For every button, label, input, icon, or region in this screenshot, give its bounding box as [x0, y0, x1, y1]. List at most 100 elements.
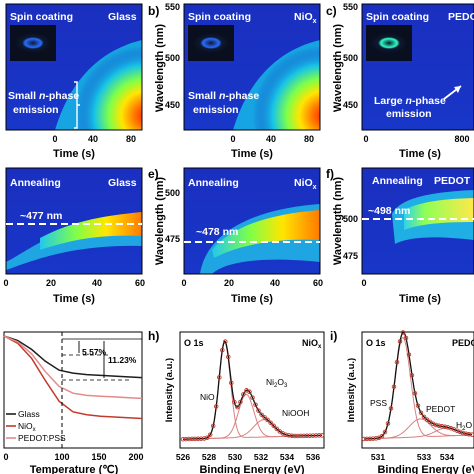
panel-a-xlabel: Time (s) [53, 148, 95, 160]
panel-f-title: Annealing [372, 175, 423, 187]
xps-i-data-point [391, 384, 397, 390]
xps-h-data-point [262, 415, 267, 420]
panel-i-label: i) [330, 329, 337, 343]
tga-line-niox [3, 335, 143, 420]
panel-b-annotation-line1: Small n-phase [188, 90, 259, 102]
xps-i-data-point [418, 410, 424, 415]
heatmap-b-hotspot [218, 30, 320, 130]
xps-h-data-point [301, 433, 307, 439]
xps-h-xtick-536: 536 [306, 452, 320, 462]
xps-h-data-point [256, 408, 261, 413]
xps-h-data-point [198, 436, 204, 441]
panel-g-xlabel: Temperature (℃) [30, 464, 119, 474]
xps-h-data-point [192, 436, 198, 442]
xps-h-data-point [241, 392, 246, 397]
xps-i-pedot-label: PEDOT [426, 404, 455, 414]
xps-i-data-point [370, 436, 376, 441]
xps-i-data-point [406, 352, 412, 357]
xps-i-pss-label: PSS [370, 398, 387, 408]
xps-i-data-point [394, 359, 400, 365]
xps-h-data-point [274, 426, 279, 432]
panel-c-label: c) [326, 4, 337, 18]
xps-i-data-point [424, 417, 430, 422]
xps-i-curves [361, 330, 474, 442]
panel-c-ytick-550: 550 [343, 2, 358, 12]
panel-i: i) O 1s PEDOT PSS PEDOT H2O Intensity (a… [330, 329, 474, 474]
tga-annotation-large: 11.23% [108, 355, 137, 365]
panel-f: f) Annealing PEDOT ~498 nm 500 475 Wavel… [326, 167, 474, 305]
xps-i-data-point [379, 433, 385, 439]
xps-h-xtick-530: 530 [228, 452, 242, 462]
panel-e-xtick-40: 40 [270, 278, 280, 288]
xps-i-xtick-534: 534 [440, 452, 454, 462]
tga-xtick-150: 150 [91, 452, 106, 462]
xps-i-data-point [463, 431, 469, 437]
panel-b-title: Spin coating [188, 11, 251, 23]
xps-i-data-point [388, 406, 394, 411]
panel-d-xtick-40: 40 [92, 278, 102, 288]
heatmap-e-band [212, 210, 320, 258]
xps-h-data-point [295, 433, 301, 439]
legend-pedot-label: PEDOT:PSS [18, 433, 66, 443]
panel-f-xlabel: Time (s) [399, 293, 441, 305]
xps-h-data-point [316, 433, 322, 438]
panel-a-annotation-line2: emission [13, 104, 59, 116]
panel-b-label: b) [148, 4, 159, 18]
panel-d-title: Annealing [10, 177, 61, 189]
panel-f-ylabel: Wavelength (nm) [332, 177, 344, 266]
panel-a-substrate: Glass [108, 11, 137, 23]
panel-h-element: O 1s [184, 338, 204, 348]
panel-e-xlabel: Time (s) [231, 293, 273, 305]
panel-g-frame [3, 331, 143, 449]
panel-b-ylabel: Wavelength (nm) [154, 24, 166, 113]
panel-c-xtick-800: 800 [454, 134, 469, 144]
tga-line-glass [3, 335, 143, 379]
xps-h-data-point [229, 380, 234, 386]
xps-h-xtick-526: 526 [176, 452, 190, 462]
xps-i-data-point [403, 335, 409, 341]
xps-i-data-point [400, 330, 406, 335]
xps-h-data-point [310, 433, 316, 438]
xps-h-nio-label: NiO [200, 392, 215, 402]
panel-c-annotation-line1: Large n-phase [374, 95, 446, 107]
panel-f-substrate: PEDOT [434, 175, 471, 187]
xps-h-data-point [226, 354, 231, 360]
xps-h-data-point [268, 420, 273, 425]
xps-i-data-point [466, 432, 472, 437]
panel-f-line-label: ~498 nm [368, 205, 410, 217]
panel-c-ytick-450: 450 [343, 100, 358, 110]
panel-d-xlabel: Time (s) [53, 293, 95, 305]
panel-h-substrate: NiOx [302, 338, 322, 350]
xps-i-data-point [361, 436, 367, 442]
tga-xtick-200: 200 [128, 452, 143, 462]
panel-h-xlabel: Binding Energy (eV) [199, 464, 304, 474]
panel-c-film-ring [371, 33, 407, 53]
panel-d-substrate: Glass [108, 177, 137, 189]
xps-h-data-point [286, 433, 292, 438]
panel-d-xtick-60: 60 [135, 278, 145, 288]
heatmap-f-band [404, 198, 474, 230]
xps-i-data-point [385, 421, 391, 426]
xps-h-data-point [247, 389, 252, 395]
xps-i-data-point [421, 414, 427, 420]
panel-c-annotation-line2: emission [386, 108, 432, 120]
xps-h-ni2o3-label: Ni2O3 [266, 377, 288, 389]
heatmap-d-band [40, 212, 142, 250]
panel-a-xtick-0: 0 [52, 134, 57, 144]
panel-e-title: Annealing [188, 177, 239, 189]
panel-c-xtick-0: 0 [363, 134, 368, 144]
panel-f-frame [361, 167, 474, 275]
panel-a-annotation-line1: Small n-phase [8, 90, 79, 102]
xps-h-data-point [298, 433, 304, 439]
panel-d-line-label: ~477 nm [20, 210, 62, 222]
xps-h-data-point [210, 423, 216, 429]
xps-i-data-point [397, 339, 403, 344]
xps-h-niooh-label: NiOOH [282, 408, 309, 418]
panel-e-xtick-20: 20 [224, 278, 234, 288]
panel-b-annotation-line2: emission [193, 104, 239, 116]
panel-d-frame [5, 167, 143, 275]
panel-h-frame [179, 331, 325, 449]
panel-d-xtick-20: 20 [46, 278, 56, 288]
xps-i-data-point [373, 436, 379, 441]
